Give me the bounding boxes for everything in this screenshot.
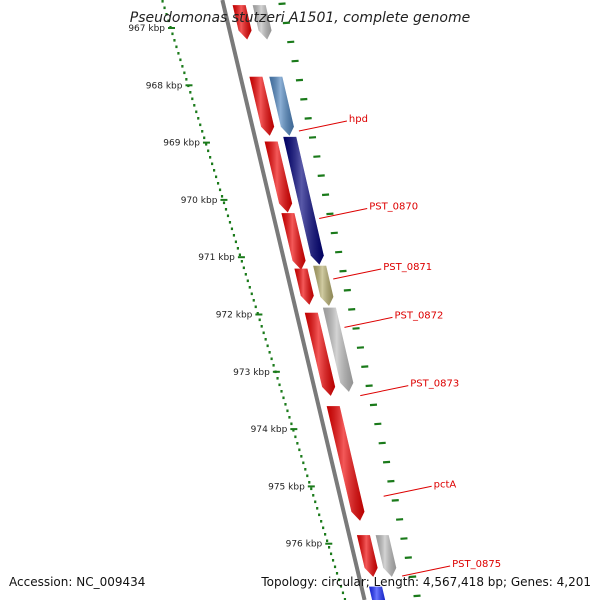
track-tick bbox=[352, 327, 360, 330]
cds-feature-shading bbox=[326, 406, 365, 521]
cds-feature-shading bbox=[356, 535, 378, 577]
track-tick bbox=[300, 97, 308, 101]
gene-label: pctA bbox=[434, 479, 457, 490]
track-tick bbox=[374, 422, 382, 426]
ruler-tick-label: 969 kbp bbox=[163, 139, 200, 149]
gene-leader-line bbox=[402, 565, 451, 577]
track-tick bbox=[313, 155, 321, 158]
cds-feature-shading bbox=[283, 136, 324, 265]
track-tick bbox=[361, 365, 369, 368]
cds-feature-shading bbox=[264, 141, 293, 213]
track-tick bbox=[278, 2, 286, 6]
track-tick bbox=[400, 537, 408, 540]
cds-feature-shading bbox=[232, 5, 252, 40]
track-tick bbox=[391, 499, 399, 502]
ruler-tick-label: 968 kbp bbox=[146, 81, 183, 91]
track-tick bbox=[317, 174, 325, 177]
track-tick bbox=[308, 136, 317, 139]
cds-feature-shading bbox=[294, 268, 314, 305]
ruler-tick-label: 967 kbp bbox=[128, 24, 165, 34]
gene-leader-line bbox=[344, 316, 393, 328]
track-tick bbox=[378, 441, 386, 445]
track-tick bbox=[365, 384, 373, 388]
cds-feature-shading bbox=[322, 307, 354, 392]
gene-label: PST_0871 bbox=[383, 262, 432, 273]
cds-feature-shading bbox=[375, 535, 397, 577]
backbone bbox=[220, 0, 421, 600]
track-tick bbox=[356, 346, 364, 349]
gene-label: PST_0870 bbox=[369, 202, 418, 213]
track-tick bbox=[413, 594, 421, 598]
track-tick bbox=[330, 231, 338, 235]
cds-feature-shading bbox=[304, 312, 336, 396]
gene-label: PST_0875 bbox=[452, 559, 501, 570]
track-tick bbox=[295, 78, 304, 82]
gene-leader-line bbox=[383, 485, 432, 497]
cds-feature-shading bbox=[281, 213, 306, 270]
map-title: Pseudomonas stutzeri A1501, complete gen… bbox=[130, 10, 470, 26]
track-tick bbox=[282, 21, 290, 25]
track-tick bbox=[304, 117, 312, 120]
cds-feature-shading bbox=[249, 76, 275, 136]
cds-feature-shading bbox=[369, 586, 386, 600]
ruler-tick-label: 970 kbp bbox=[181, 196, 218, 206]
gene-leader-line bbox=[333, 268, 382, 280]
backbone-line bbox=[220, 0, 367, 600]
track-tick bbox=[382, 460, 391, 464]
gene-leader-line bbox=[298, 120, 348, 132]
gene-labels: hpd PST_0870 PST_0871 PST_0872 PST_0873 pctA P… bbox=[298, 114, 501, 577]
track-tick bbox=[369, 403, 378, 407]
ruler: 967 kbp 968 kbp 969 kbp 970 kbp 971 kbp 972 k… bbox=[128, 0, 347, 600]
track-tick bbox=[335, 250, 343, 254]
genome-summary-text: Topology: circular; Length: 4,567,418 bp… bbox=[261, 575, 591, 589]
track-tick bbox=[287, 40, 295, 44]
track-tick bbox=[404, 556, 412, 559]
gene-label: PST_0873 bbox=[410, 379, 459, 390]
gene-leader-line bbox=[360, 385, 409, 397]
track-tick bbox=[291, 59, 299, 63]
track-tick bbox=[321, 193, 330, 197]
accession-text: Accession: NC_009434 bbox=[9, 575, 146, 589]
ruler-tick-label: 973 kbp bbox=[233, 368, 270, 378]
cds-feature-shading bbox=[313, 265, 334, 306]
track-tick bbox=[343, 288, 351, 292]
track-tick bbox=[326, 212, 334, 216]
track-tick bbox=[339, 269, 347, 273]
ruler-tick-label: 972 kbp bbox=[216, 311, 253, 321]
track-tick bbox=[396, 518, 404, 521]
cds-feature-shading bbox=[269, 76, 294, 136]
ruler-tick-label: 975 kbp bbox=[268, 482, 305, 492]
ruler-tick-label: 971 kbp bbox=[198, 253, 235, 263]
gene-label: hpd bbox=[349, 114, 368, 125]
cds-feature-shading bbox=[252, 5, 272, 40]
track-tick bbox=[348, 308, 356, 311]
gene-label: PST_0872 bbox=[394, 310, 443, 321]
feature-track bbox=[232, 5, 397, 600]
track-tick bbox=[387, 479, 395, 483]
ruler-tick-label: 974 kbp bbox=[251, 425, 288, 435]
track-tick bbox=[409, 575, 417, 579]
gene-leader-line bbox=[319, 208, 368, 219]
ruler-tick-label: 976 kbp bbox=[286, 540, 323, 550]
